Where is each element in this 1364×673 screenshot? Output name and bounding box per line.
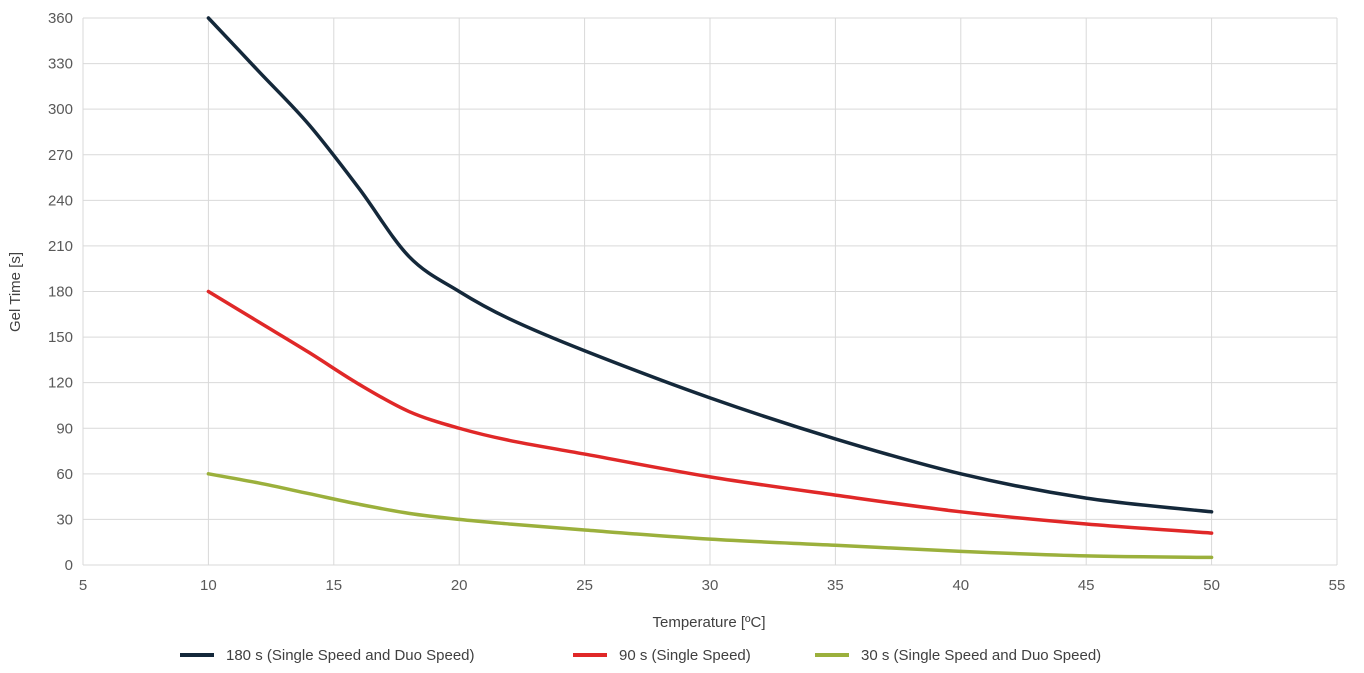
series-line-3 <box>206 472 1214 560</box>
x-tick-label: 45 <box>1078 577 1095 594</box>
x-tick-label: 5 <box>79 577 87 594</box>
x-tick-label: 55 <box>1329 577 1346 594</box>
y-tick-label: 30 <box>56 511 73 528</box>
y-tick-label: 270 <box>48 147 73 164</box>
y-tick-label: 210 <box>48 238 73 255</box>
x-tick-label: 40 <box>952 577 969 594</box>
x-tick-label: 35 <box>827 577 844 594</box>
y-tick-label: 60 <box>56 466 73 483</box>
y-axis-title: Gel Time [s] <box>7 252 24 332</box>
legend-label: 90 s (Single Speed) <box>619 647 751 664</box>
x-axis-ticks: 5 10 15 20 25 30 35 40 45 50 55 <box>79 577 1346 594</box>
series-line-1 <box>206 16 1214 514</box>
y-tick-label: 150 <box>48 329 73 346</box>
y-tick-label: 240 <box>48 192 73 209</box>
y-tick-label: 180 <box>48 284 73 301</box>
x-tick-label: 30 <box>702 577 719 594</box>
grid <box>82 17 1338 566</box>
legend: 180 s (Single Speed and Duo Speed) 90 s (… <box>180 647 1101 664</box>
y-tick-label: 0 <box>65 557 73 574</box>
x-tick-label: 20 <box>451 577 468 594</box>
x-axis-title: Temperature [ºC] <box>652 614 765 631</box>
y-tick-label: 300 <box>48 101 73 118</box>
y-tick-label: 120 <box>48 375 73 392</box>
y-tick-label: 360 <box>48 10 73 27</box>
x-tick-label: 50 <box>1203 577 1220 594</box>
series-lines <box>206 16 1214 560</box>
y-tick-label: 90 <box>56 420 73 437</box>
x-tick-label: 25 <box>576 577 593 594</box>
y-tick-label: 330 <box>48 56 73 73</box>
y-axis-ticks: 0 30 60 90 120 150 180 210 240 270 300 330 360 <box>48 10 73 574</box>
legend-label: 30 s (Single Speed and Duo Speed) <box>861 647 1101 664</box>
x-tick-label: 15 <box>325 577 342 594</box>
series-line-2 <box>206 289 1214 535</box>
x-tick-label: 10 <box>200 577 217 594</box>
legend-label: 180 s (Single Speed and Duo Speed) <box>226 647 475 664</box>
